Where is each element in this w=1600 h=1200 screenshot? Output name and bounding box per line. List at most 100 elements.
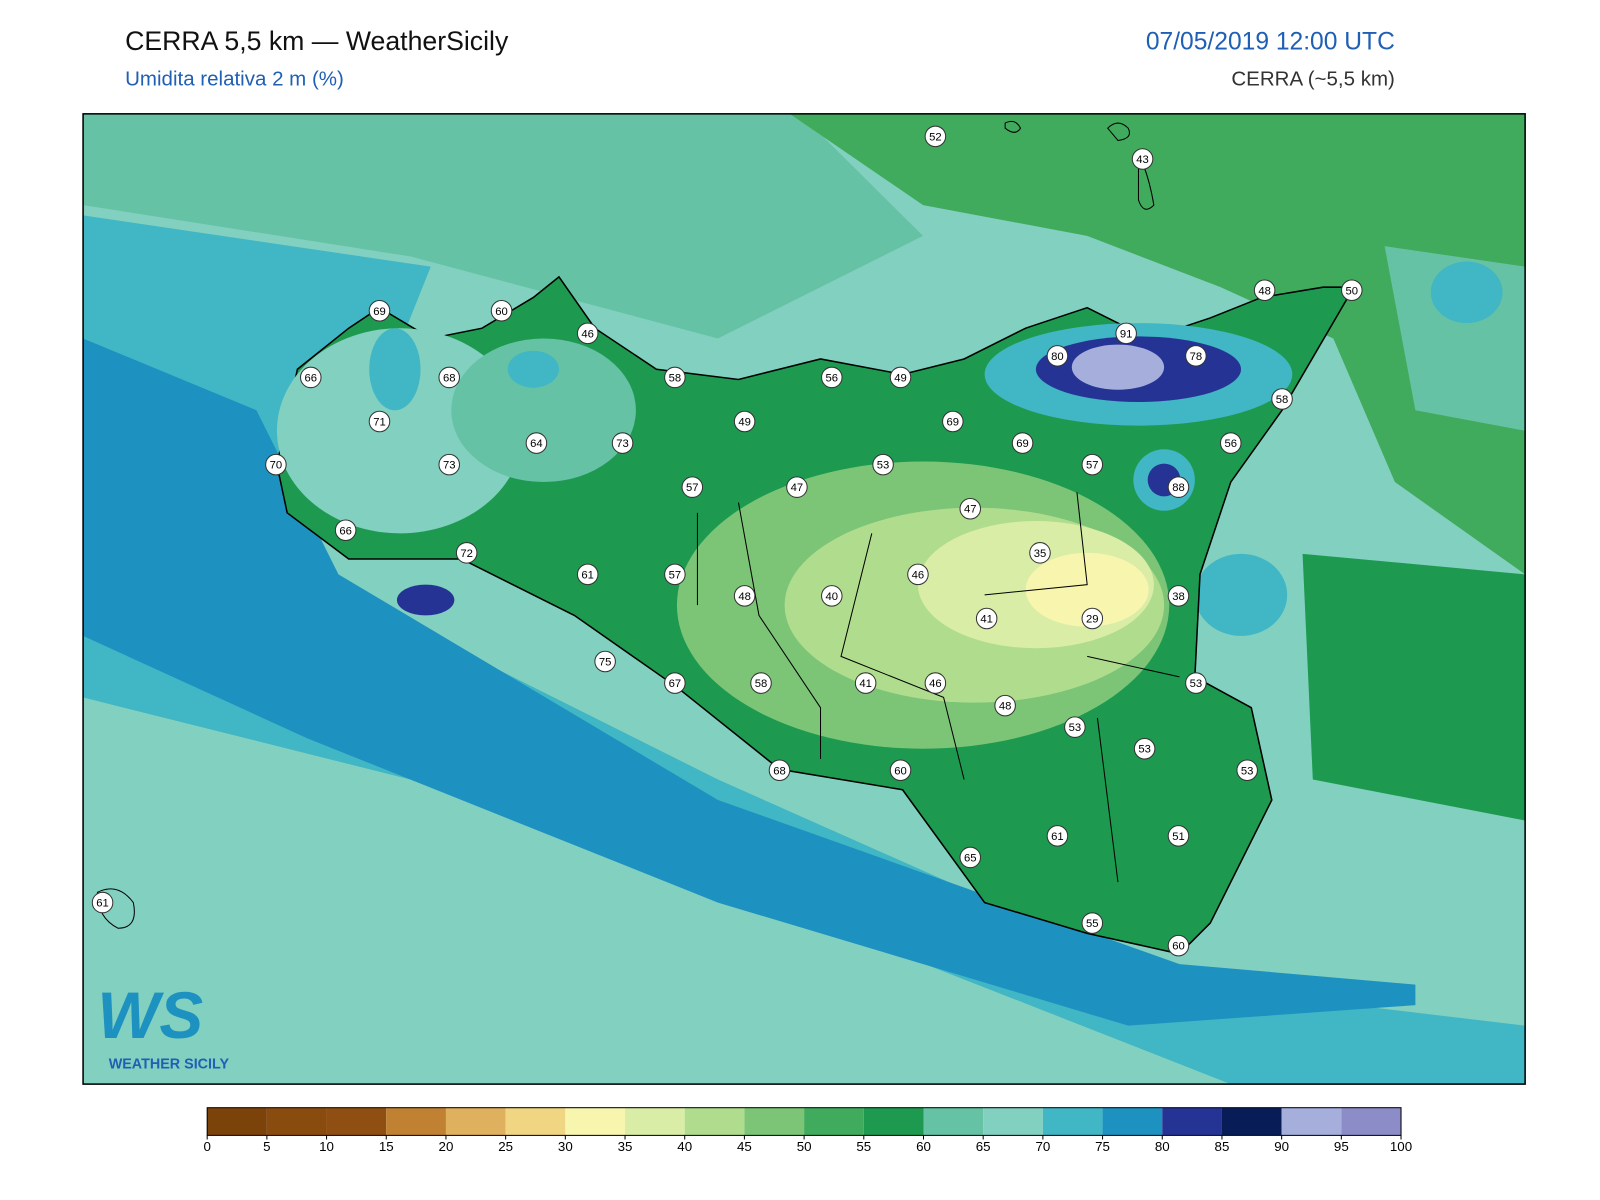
station-marker xyxy=(994,694,1016,717)
colorbar-segment xyxy=(1281,1107,1342,1136)
colorbar-tick-label: 60 xyxy=(916,1139,931,1154)
station-value: 60 xyxy=(1172,941,1185,953)
station-marker xyxy=(265,453,287,476)
station-marker xyxy=(854,672,877,694)
station-marker xyxy=(1253,279,1276,302)
station-value: 48 xyxy=(999,701,1012,713)
colorbar-tick-label: 90 xyxy=(1274,1139,1289,1154)
logo-name: WEATHER SICILY xyxy=(109,1056,230,1072)
title: CERRA 5,5 km — WeatherSicily xyxy=(125,26,509,56)
station-value: 70 xyxy=(270,460,283,472)
colorbar-tick-label: 70 xyxy=(1035,1139,1050,1154)
station-marker xyxy=(1236,759,1258,782)
colorbar-tick-label: 5 xyxy=(263,1139,270,1154)
station-marker xyxy=(1341,279,1363,302)
station-marker xyxy=(975,607,998,630)
station-marker xyxy=(490,299,513,322)
station-marker xyxy=(1115,322,1137,345)
model: CERRA (~5,5 km) xyxy=(1231,67,1394,90)
station-value: 56 xyxy=(826,372,839,384)
station-value: 61 xyxy=(96,898,109,910)
colorbar-tick-label: 15 xyxy=(379,1139,394,1154)
station-value: 46 xyxy=(929,678,942,690)
colorbar-segment xyxy=(207,1107,267,1136)
station-marker xyxy=(1081,607,1104,630)
station-value: 53 xyxy=(1190,678,1203,690)
colorbar-segment xyxy=(1341,1107,1402,1136)
station-marker xyxy=(1029,542,1051,564)
station-marker xyxy=(821,366,843,389)
colorbar-segment xyxy=(804,1107,864,1136)
subtitle: Umidita relativa 2 m (%) xyxy=(125,67,344,90)
station-value: 47 xyxy=(791,482,804,494)
station-marker xyxy=(594,650,616,673)
station-value: 53 xyxy=(1069,722,1082,734)
station-marker xyxy=(924,125,947,148)
station-value: 43 xyxy=(1136,154,1149,166)
station-value: 58 xyxy=(755,678,768,690)
station-marker xyxy=(1220,432,1242,454)
station-marker xyxy=(664,672,686,694)
stations: 52 43 69 60 46 48 50 66 68 58 56 49 91 80 78 71 49 69 58 70… xyxy=(91,125,1363,957)
station-value: 71 xyxy=(373,417,386,429)
colorbar-segment xyxy=(684,1107,745,1136)
colorbar-segment xyxy=(1162,1107,1222,1136)
colorbar-segment xyxy=(983,1107,1043,1136)
station-value: 41 xyxy=(980,613,993,625)
station-value: 57 xyxy=(1086,460,1099,472)
station-marker xyxy=(733,410,756,433)
station-value: 61 xyxy=(1051,831,1064,843)
colorbar-tick-label: 95 xyxy=(1334,1139,1349,1154)
colorbar-segment xyxy=(923,1107,984,1136)
station-value: 53 xyxy=(877,460,890,472)
date: 07/05/2019 12:00 UTC xyxy=(1146,29,1395,56)
station-value: 60 xyxy=(495,306,508,318)
station-value: 68 xyxy=(443,372,456,384)
colorbar: 0 5 10 15 20 25 30 35 40 45 50 55 60 65 70 75 80 85 90 95 10… xyxy=(203,1107,1412,1154)
colorbar-segment xyxy=(625,1107,685,1136)
station-value: 50 xyxy=(1346,285,1359,297)
map-field xyxy=(83,113,1526,1085)
station-marker xyxy=(681,476,704,498)
station-value: 49 xyxy=(894,372,907,384)
station-value: 73 xyxy=(443,460,456,472)
colorbar-segment xyxy=(565,1107,626,1136)
station-value: 80 xyxy=(1051,351,1064,363)
colorbar-segment xyxy=(1042,1107,1103,1136)
station-value: 66 xyxy=(339,525,352,537)
colorbar-segment xyxy=(744,1107,805,1136)
station-value: 69 xyxy=(947,417,960,429)
colorbar-tick-label: 40 xyxy=(677,1139,692,1154)
station-marker xyxy=(1131,148,1154,170)
station-marker xyxy=(438,453,460,476)
station-value: 35 xyxy=(1034,548,1047,560)
station-marker xyxy=(821,585,843,607)
station-marker xyxy=(889,366,912,389)
station-marker xyxy=(299,366,322,389)
station-value: 53 xyxy=(1138,744,1151,756)
station-value: 58 xyxy=(1276,394,1289,406)
station-marker xyxy=(907,563,929,586)
station-value: 72 xyxy=(460,548,473,560)
colorbar-segment xyxy=(505,1107,566,1136)
station-marker xyxy=(1167,476,1190,498)
station-marker xyxy=(1046,345,1069,367)
station-marker xyxy=(368,410,391,433)
colorbar-tick-label: 10 xyxy=(319,1139,334,1154)
station-value: 78 xyxy=(1190,351,1203,363)
colorbar-tick-label: 75 xyxy=(1095,1139,1110,1154)
station-marker xyxy=(942,410,964,433)
station-value: 67 xyxy=(669,678,682,690)
station-value: 29 xyxy=(1086,613,1099,625)
station-marker xyxy=(368,299,391,322)
station-marker xyxy=(1167,934,1190,957)
station-value: 75 xyxy=(599,657,612,669)
station-value: 55 xyxy=(1086,918,1099,930)
station-value: 57 xyxy=(669,569,682,581)
station-marker xyxy=(1185,672,1207,694)
station-marker xyxy=(664,563,686,586)
colorbar-segment xyxy=(266,1107,327,1136)
map-frame xyxy=(82,113,1526,1085)
station-marker xyxy=(438,366,460,389)
